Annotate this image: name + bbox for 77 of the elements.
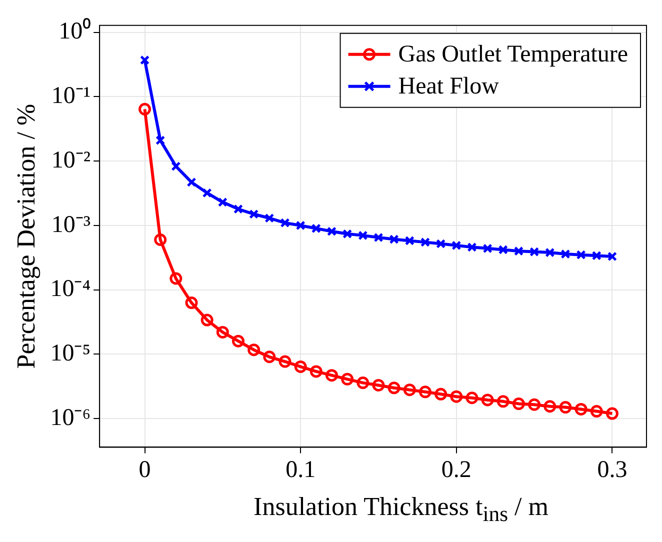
point <box>592 250 602 260</box>
point <box>186 177 196 187</box>
point <box>559 401 572 414</box>
point <box>606 407 618 420</box>
point <box>420 237 430 247</box>
point <box>263 350 276 364</box>
x-tick-label: 0.2 <box>441 456 472 483</box>
point <box>294 360 307 373</box>
point <box>170 272 182 285</box>
point <box>358 230 368 240</box>
x-axis-title: Insulation Thickness t$_{ins}$ / m <box>252 492 550 528</box>
point <box>482 244 492 254</box>
point <box>498 244 508 255</box>
point <box>372 378 385 392</box>
y-tick-label: 10⁻⁶ <box>50 404 91 431</box>
point <box>138 102 152 116</box>
point <box>545 248 555 258</box>
y-axis-title: Percentage Deviation / % <box>11 104 40 369</box>
y-tick-label: 10⁻² <box>51 147 91 174</box>
legend-label: Gas Outlet Temperature <box>398 42 628 68</box>
x-tick-label: 0.1 <box>286 456 316 483</box>
point <box>310 365 322 378</box>
point <box>249 209 259 219</box>
point <box>512 398 525 410</box>
point <box>278 355 292 368</box>
point <box>467 242 477 252</box>
point <box>342 229 352 239</box>
x-tick-label: 0.3 <box>597 456 628 483</box>
point <box>232 334 244 348</box>
point <box>233 204 244 214</box>
point <box>530 247 540 257</box>
y-tick-label: 10⁻⁴ <box>50 276 91 302</box>
point <box>528 398 541 411</box>
point <box>218 197 228 207</box>
point <box>154 234 167 246</box>
point <box>466 392 478 404</box>
point <box>544 400 556 413</box>
point <box>171 162 181 172</box>
point <box>514 246 524 256</box>
y-tick-label: 10⁻³ <box>51 212 91 238</box>
point <box>607 252 618 262</box>
point <box>436 238 446 249</box>
point <box>248 344 260 356</box>
y-tick-label: 10⁻¹ <box>51 82 91 109</box>
x-tick-label: 0 <box>138 456 151 483</box>
point <box>325 369 338 382</box>
point <box>264 213 274 223</box>
point <box>311 224 321 234</box>
point <box>326 226 337 236</box>
point <box>389 234 399 244</box>
point <box>156 136 166 146</box>
y-tick-label: 10⁻⁵ <box>50 340 91 367</box>
point <box>200 314 214 326</box>
point <box>374 232 384 242</box>
point <box>185 296 198 310</box>
point <box>404 236 414 246</box>
y-tick-label: 10⁰ <box>58 18 91 45</box>
legend-label: Heat Flow <box>398 74 500 100</box>
point <box>140 55 150 65</box>
point <box>296 220 306 230</box>
point <box>560 249 570 259</box>
point <box>216 326 229 338</box>
point <box>452 240 462 250</box>
point <box>202 188 212 198</box>
point <box>496 395 510 408</box>
point <box>434 388 448 400</box>
point <box>280 218 290 228</box>
point <box>590 405 603 418</box>
point <box>576 250 586 260</box>
point <box>481 394 494 406</box>
point <box>388 382 400 394</box>
point <box>356 376 370 390</box>
point <box>341 372 354 386</box>
point <box>574 402 588 416</box>
point <box>450 390 463 403</box>
point <box>403 384 416 396</box>
point <box>418 386 432 398</box>
